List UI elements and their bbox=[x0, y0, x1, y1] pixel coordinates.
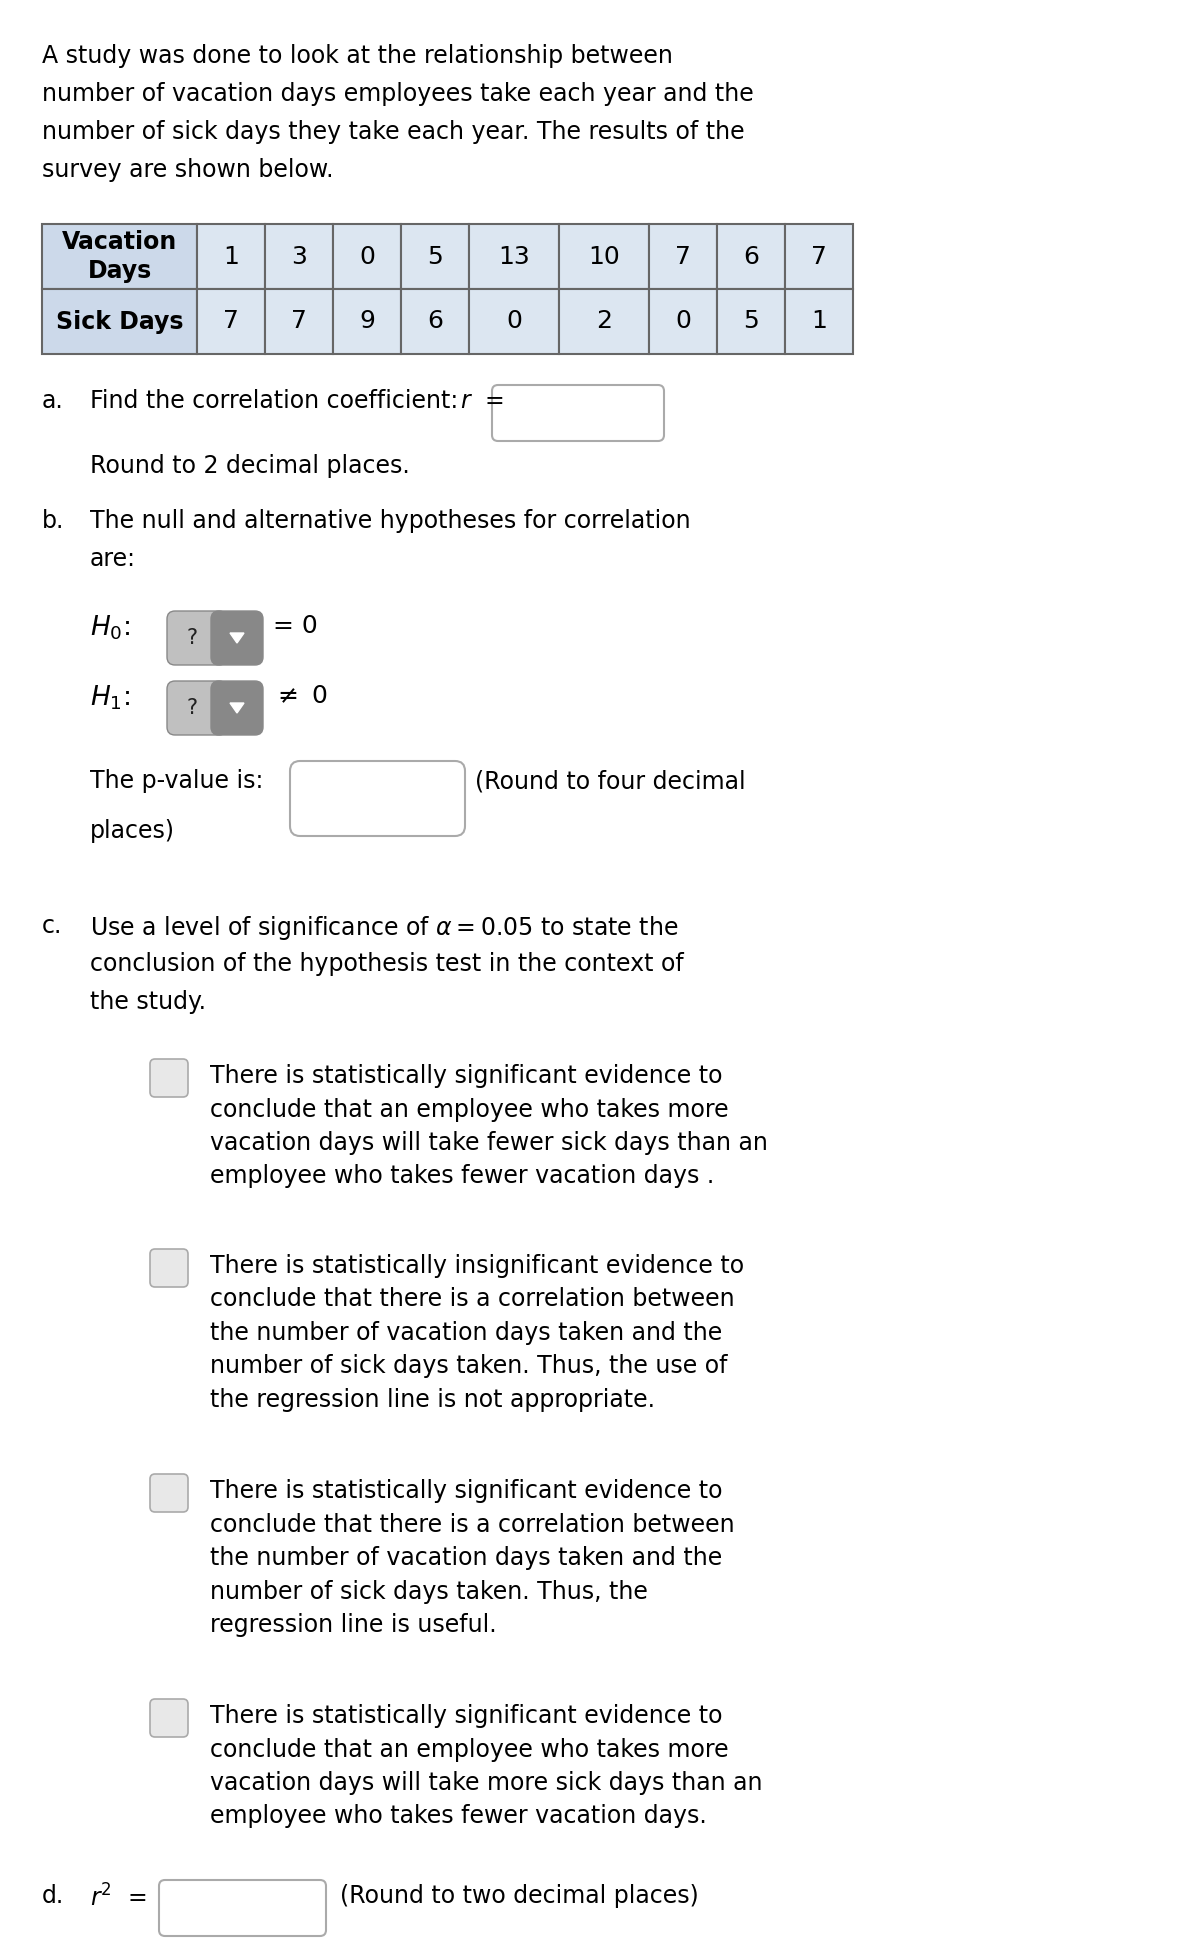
FancyBboxPatch shape bbox=[718, 225, 785, 289]
FancyBboxPatch shape bbox=[290, 760, 466, 836]
Text: a.: a. bbox=[42, 390, 64, 413]
FancyBboxPatch shape bbox=[718, 289, 785, 355]
Polygon shape bbox=[230, 704, 244, 714]
FancyBboxPatch shape bbox=[785, 289, 853, 355]
Text: 5: 5 bbox=[743, 310, 758, 334]
FancyBboxPatch shape bbox=[167, 681, 227, 735]
Text: the study.: the study. bbox=[90, 991, 206, 1014]
Text: (Round to four decimal: (Round to four decimal bbox=[475, 770, 745, 793]
Text: = 0: = 0 bbox=[274, 615, 318, 638]
Text: number of sick days they take each year. The results of the: number of sick days they take each year.… bbox=[42, 120, 745, 143]
Text: A study was done to look at the relationship between: A study was done to look at the relation… bbox=[42, 45, 673, 68]
Polygon shape bbox=[230, 632, 244, 644]
FancyBboxPatch shape bbox=[211, 611, 263, 665]
FancyBboxPatch shape bbox=[150, 1249, 188, 1287]
FancyBboxPatch shape bbox=[150, 1059, 188, 1097]
Text: 0: 0 bbox=[506, 310, 522, 334]
Text: 1: 1 bbox=[811, 310, 827, 334]
Text: Find the correlation coefficient:: Find the correlation coefficient: bbox=[90, 390, 473, 413]
FancyBboxPatch shape bbox=[559, 289, 649, 355]
Text: conclusion of the hypothesis test in the context of: conclusion of the hypothesis test in the… bbox=[90, 952, 684, 975]
Text: 0: 0 bbox=[359, 244, 374, 268]
Text: 0: 0 bbox=[676, 310, 691, 334]
Text: 6: 6 bbox=[427, 310, 443, 334]
Text: The null and alternative hypotheses for correlation: The null and alternative hypotheses for … bbox=[90, 510, 691, 533]
FancyBboxPatch shape bbox=[158, 1881, 326, 1935]
Text: There is statistically significant evidence to
conclude that there is a correlat: There is statistically significant evide… bbox=[210, 1479, 734, 1637]
Text: Sick Days: Sick Days bbox=[55, 310, 184, 334]
Text: are:: are: bbox=[90, 547, 136, 570]
Text: 13: 13 bbox=[498, 244, 530, 268]
FancyBboxPatch shape bbox=[42, 289, 197, 355]
Text: survey are shown below.: survey are shown below. bbox=[42, 157, 334, 182]
FancyBboxPatch shape bbox=[197, 225, 265, 289]
Text: (Round to two decimal places): (Round to two decimal places) bbox=[340, 1885, 698, 1908]
FancyBboxPatch shape bbox=[649, 225, 718, 289]
Text: 10: 10 bbox=[588, 244, 620, 268]
FancyBboxPatch shape bbox=[401, 225, 469, 289]
Text: Vacation
Days: Vacation Days bbox=[62, 229, 178, 283]
FancyBboxPatch shape bbox=[265, 289, 334, 355]
Text: There is statistically significant evidence to
conclude that an employee who tak: There is statistically significant evide… bbox=[210, 1065, 768, 1189]
Text: $H_1$:: $H_1$: bbox=[90, 684, 131, 712]
FancyBboxPatch shape bbox=[649, 289, 718, 355]
Text: $H_0$:: $H_0$: bbox=[90, 615, 131, 642]
Text: The p-value is:: The p-value is: bbox=[90, 770, 263, 793]
Text: Round to 2 decimal places.: Round to 2 decimal places. bbox=[90, 454, 409, 479]
FancyBboxPatch shape bbox=[401, 289, 469, 355]
Text: ?: ? bbox=[187, 628, 198, 648]
Text: b.: b. bbox=[42, 510, 65, 533]
Text: c.: c. bbox=[42, 913, 62, 938]
FancyBboxPatch shape bbox=[167, 611, 227, 665]
Text: 5: 5 bbox=[427, 244, 443, 268]
Text: $\neq$ 0: $\neq$ 0 bbox=[274, 684, 328, 708]
FancyBboxPatch shape bbox=[559, 225, 649, 289]
FancyBboxPatch shape bbox=[265, 225, 334, 289]
FancyBboxPatch shape bbox=[197, 289, 265, 355]
Text: places): places) bbox=[90, 818, 175, 843]
Text: $r$  =: $r$ = bbox=[460, 390, 504, 413]
Text: Use a level of significance of $\alpha = 0.05$ to state the: Use a level of significance of $\alpha =… bbox=[90, 913, 678, 942]
FancyBboxPatch shape bbox=[492, 386, 664, 440]
FancyBboxPatch shape bbox=[150, 1699, 188, 1737]
FancyBboxPatch shape bbox=[42, 225, 197, 289]
FancyBboxPatch shape bbox=[211, 681, 263, 735]
Text: 7: 7 bbox=[676, 244, 691, 268]
Text: number of vacation days employees take each year and the: number of vacation days employees take e… bbox=[42, 81, 754, 107]
Text: 9: 9 bbox=[359, 310, 374, 334]
Text: d.: d. bbox=[42, 1885, 65, 1908]
Text: 6: 6 bbox=[743, 244, 760, 268]
Text: 3: 3 bbox=[292, 244, 307, 268]
FancyBboxPatch shape bbox=[785, 225, 853, 289]
Text: 2: 2 bbox=[596, 310, 612, 334]
FancyBboxPatch shape bbox=[334, 225, 401, 289]
Text: 7: 7 bbox=[292, 310, 307, 334]
Text: $r^2$  =: $r^2$ = bbox=[90, 1885, 146, 1912]
Text: 1: 1 bbox=[223, 244, 239, 268]
Text: 7: 7 bbox=[811, 244, 827, 268]
FancyBboxPatch shape bbox=[150, 1474, 188, 1512]
Text: ?: ? bbox=[187, 698, 198, 717]
FancyBboxPatch shape bbox=[469, 289, 559, 355]
Text: There is statistically insignificant evidence to
conclude that there is a correl: There is statistically insignificant evi… bbox=[210, 1255, 744, 1412]
Text: There is statistically significant evidence to
conclude that an employee who tak: There is statistically significant evide… bbox=[210, 1704, 762, 1828]
Text: 7: 7 bbox=[223, 310, 239, 334]
FancyBboxPatch shape bbox=[334, 289, 401, 355]
FancyBboxPatch shape bbox=[469, 225, 559, 289]
